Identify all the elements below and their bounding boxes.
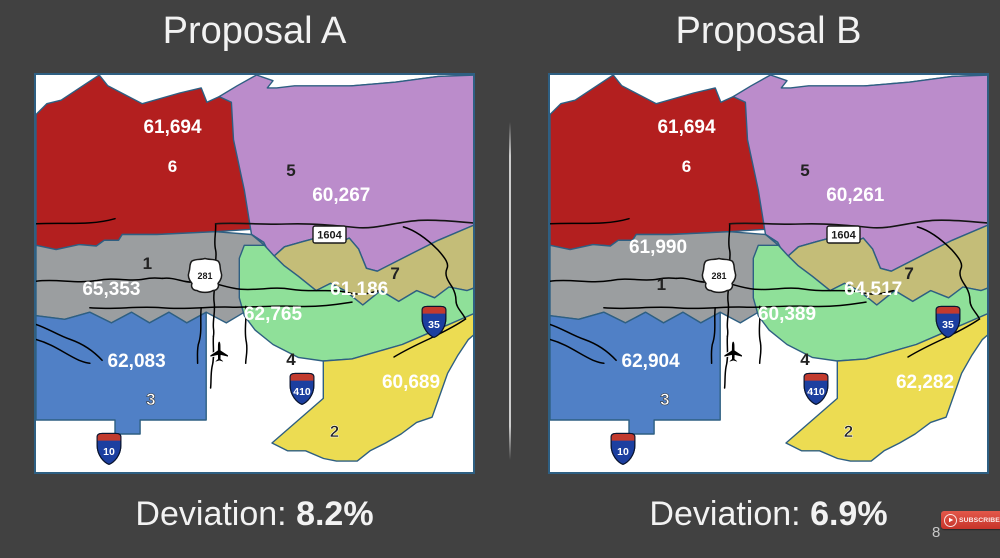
- svg-text:60,389: 60,389: [758, 304, 816, 325]
- svg-text:61,694: 61,694: [143, 117, 202, 138]
- svg-text:281: 281: [711, 271, 726, 281]
- svg-text:281: 281: [197, 271, 212, 281]
- svg-text:6: 6: [682, 157, 691, 176]
- svg-text:2: 2: [330, 422, 339, 441]
- svg-text:62,282: 62,282: [896, 372, 954, 393]
- svg-text:4: 4: [286, 350, 296, 369]
- svg-text:4: 4: [800, 350, 810, 369]
- svg-text:60,689: 60,689: [382, 372, 440, 393]
- svg-text:35: 35: [942, 319, 954, 331]
- svg-text:65,353: 65,353: [82, 279, 140, 300]
- svg-text:5: 5: [286, 161, 295, 180]
- svg-text:61,694: 61,694: [657, 117, 716, 138]
- svg-text:62,765: 62,765: [244, 304, 303, 325]
- svg-text:35: 35: [428, 319, 440, 331]
- svg-text:1604: 1604: [317, 230, 342, 242]
- svg-text:10: 10: [617, 446, 629, 458]
- svg-text:62,083: 62,083: [108, 351, 166, 372]
- svg-text:3: 3: [146, 390, 155, 409]
- svg-text:64,517: 64,517: [844, 279, 902, 300]
- svg-text:3: 3: [660, 390, 669, 409]
- svg-text:410: 410: [293, 386, 311, 398]
- svg-text:10: 10: [103, 446, 115, 458]
- svg-text:1: 1: [657, 275, 666, 294]
- svg-text:6: 6: [168, 157, 177, 176]
- svg-text:7: 7: [390, 264, 399, 283]
- svg-text:60,267: 60,267: [312, 185, 370, 206]
- svg-text:5: 5: [800, 161, 809, 180]
- svg-text:1: 1: [143, 254, 152, 273]
- svg-text:2: 2: [844, 422, 853, 441]
- svg-text:410: 410: [807, 386, 825, 398]
- svg-text:1604: 1604: [831, 230, 856, 242]
- svg-text:7: 7: [904, 264, 913, 283]
- svg-text:61,990: 61,990: [629, 237, 687, 258]
- svg-text:61,186: 61,186: [330, 279, 388, 300]
- svg-text:60,261: 60,261: [826, 185, 885, 206]
- svg-text:62,904: 62,904: [622, 351, 681, 372]
